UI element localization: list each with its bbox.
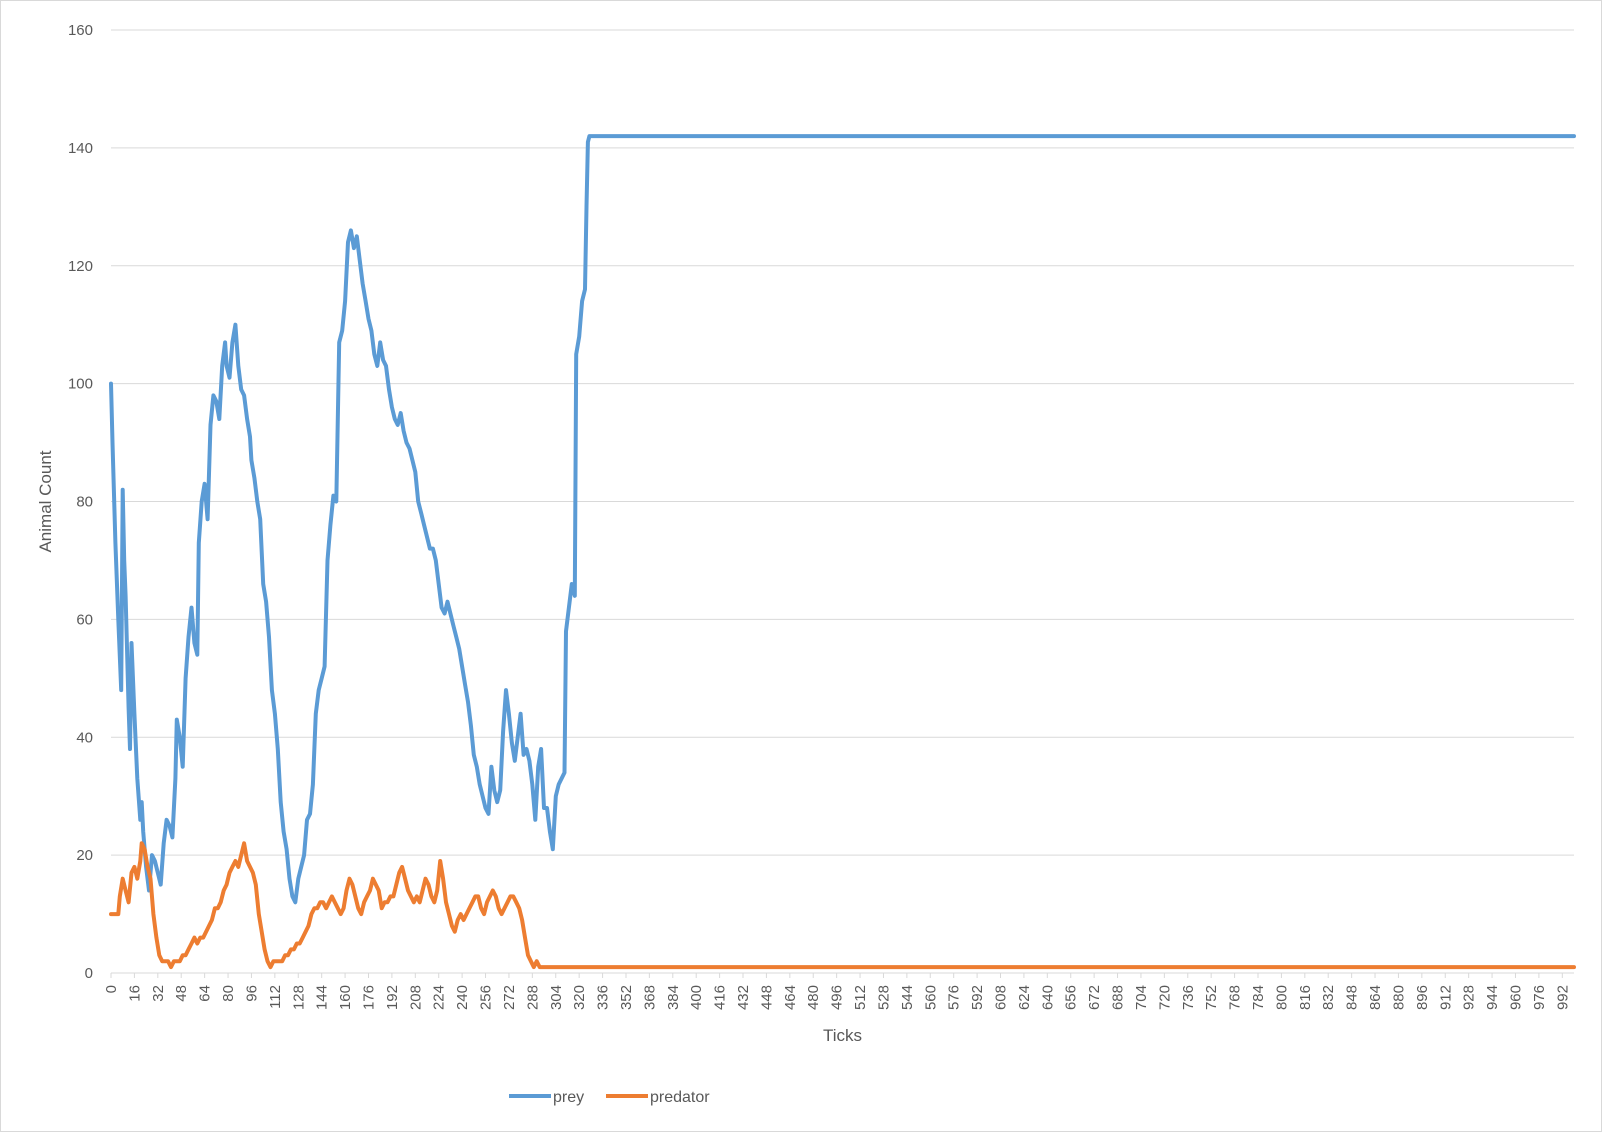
- x-tick-label: 272: [501, 985, 518, 1010]
- x-tick-label: 496: [829, 985, 846, 1010]
- x-tick-label: 592: [969, 985, 986, 1010]
- series-layer: [109, 134, 1576, 970]
- legend: prey predator: [509, 1089, 710, 1106]
- x-tick-label: 0: [103, 985, 120, 993]
- x-axis-ticks: 0 16 32 48 64 80 96 112 128 144 160 176 192 208 224 240…: [103, 973, 1571, 1010]
- x-tick-label: 320: [571, 985, 588, 1010]
- series-line-prey: [109, 134, 1576, 905]
- series-line-predator: [109, 841, 1576, 970]
- x-tick-label: 704: [1133, 985, 1150, 1010]
- x-tick-label: 640: [1039, 985, 1056, 1010]
- x-tick-label: 416: [712, 985, 729, 1010]
- x-tick-label: 48: [173, 985, 190, 1002]
- x-tick-label: 368: [641, 985, 658, 1010]
- x-tick-label: 208: [407, 985, 424, 1010]
- x-tick-label: 160: [337, 985, 354, 1010]
- y-tick-label: 80: [76, 494, 93, 511]
- x-tick-label: 432: [735, 985, 752, 1010]
- y-tick-label: 0: [85, 965, 93, 982]
- x-tick-label: 288: [524, 985, 541, 1010]
- x-tick-label: 224: [431, 985, 448, 1010]
- x-tick-label: 912: [1437, 985, 1454, 1010]
- x-tick-label: 896: [1414, 985, 1431, 1010]
- x-tick-label: 880: [1390, 985, 1407, 1010]
- y-tick-label: 40: [76, 729, 93, 746]
- y-tick-label: 160: [68, 22, 93, 39]
- x-tick-label: 352: [618, 985, 635, 1010]
- x-tick-label: 944: [1484, 985, 1501, 1010]
- x-tick-label: 400: [688, 985, 705, 1010]
- x-tick-label: 256: [478, 985, 495, 1010]
- x-tick-label: 112: [267, 985, 284, 1009]
- y-tick-label: 140: [68, 140, 93, 157]
- x-tick-label: 720: [1156, 985, 1173, 1010]
- x-tick-label: 864: [1367, 985, 1384, 1010]
- x-tick-label: 976: [1531, 985, 1548, 1010]
- x-tick-label: 560: [922, 985, 939, 1010]
- x-tick-label: 752: [1203, 985, 1220, 1010]
- y-tick-label: 120: [68, 258, 93, 275]
- x-tick-label: 528: [875, 985, 892, 1010]
- legend-item-prey: prey: [509, 1089, 584, 1106]
- x-tick-label: 304: [548, 985, 565, 1010]
- x-tick-label: 96: [243, 985, 260, 1002]
- x-tick-label: 176: [360, 985, 377, 1010]
- legend-label: predator: [650, 1089, 710, 1106]
- y-tick-label: 60: [76, 611, 93, 628]
- x-tick-label: 480: [805, 985, 822, 1010]
- x-tick-label: 16: [126, 985, 143, 1002]
- x-tick-label: 800: [1273, 985, 1290, 1010]
- y-tick-label: 20: [76, 847, 93, 864]
- x-tick-label: 688: [1110, 985, 1127, 1010]
- x-tick-label: 928: [1461, 985, 1478, 1010]
- x-tick-label: 464: [782, 985, 799, 1010]
- x-tick-label: 608: [993, 985, 1010, 1010]
- x-tick-label: 512: [852, 985, 869, 1010]
- x-tick-label: 832: [1320, 985, 1337, 1010]
- x-tick-label: 544: [899, 985, 916, 1010]
- x-tick-label: 64: [197, 985, 214, 1002]
- x-tick-label: 32: [150, 985, 167, 1002]
- x-tick-label: 192: [384, 985, 401, 1010]
- y-tick-label: 100: [68, 376, 93, 393]
- legend-item-predator: predator: [606, 1089, 710, 1106]
- x-tick-label: 624: [1016, 985, 1033, 1010]
- x-tick-label: 768: [1227, 985, 1244, 1010]
- x-tick-label: 576: [946, 985, 963, 1010]
- x-tick-label: 816: [1297, 985, 1314, 1010]
- x-tick-label: 736: [1180, 985, 1197, 1010]
- x-tick-label: 336: [595, 985, 612, 1010]
- x-tick-label: 128: [290, 985, 307, 1010]
- x-tick-label: 240: [454, 985, 471, 1010]
- y-axis-ticks: 0 20 40 60 80 100 120 140 160: [68, 22, 93, 982]
- x-tick-label: 384: [665, 985, 682, 1010]
- x-tick-label: 784: [1250, 985, 1267, 1010]
- x-tick-label: 144: [314, 985, 331, 1010]
- x-tick-label: 656: [1063, 985, 1080, 1010]
- legend-label: prey: [553, 1089, 584, 1106]
- x-tick-label: 848: [1344, 985, 1361, 1010]
- y-axis-title: Animal Count: [36, 450, 55, 552]
- x-tick-label: 992: [1554, 985, 1571, 1010]
- x-axis-title: Ticks: [823, 1026, 862, 1045]
- gridlines: [111, 29, 1574, 856]
- x-tick-label: 80: [220, 985, 237, 1002]
- x-tick-label: 448: [758, 985, 775, 1010]
- x-tick-label: 960: [1507, 985, 1524, 1010]
- x-tick-label: 672: [1086, 985, 1103, 1010]
